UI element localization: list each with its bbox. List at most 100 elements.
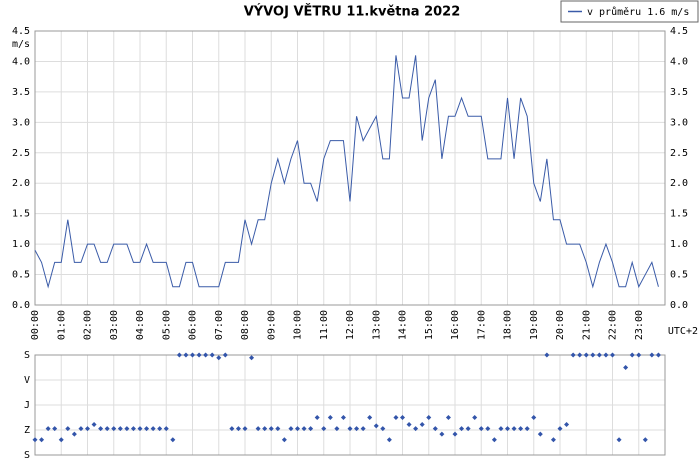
point bbox=[268, 426, 274, 432]
point bbox=[235, 426, 241, 432]
x-tick-label: 18:00 bbox=[503, 310, 514, 340]
point bbox=[301, 426, 307, 432]
x-tick-label: 19:00 bbox=[529, 310, 540, 340]
point bbox=[203, 352, 209, 358]
point bbox=[65, 426, 71, 432]
y-tick-label: V bbox=[24, 375, 30, 386]
x-tick-label: 11:00 bbox=[319, 310, 330, 340]
y-tick-label: 0.0 bbox=[670, 300, 688, 311]
point bbox=[209, 352, 215, 358]
y-tick-label: 4.0 bbox=[670, 56, 688, 67]
point bbox=[295, 426, 300, 432]
point bbox=[400, 415, 405, 420]
point bbox=[590, 352, 596, 358]
point bbox=[393, 415, 399, 420]
point bbox=[426, 415, 432, 420]
point bbox=[518, 426, 524, 432]
point bbox=[255, 426, 261, 432]
point bbox=[85, 426, 90, 432]
point bbox=[616, 437, 622, 443]
point bbox=[531, 415, 537, 420]
point bbox=[327, 415, 333, 420]
y-tick-label: 2.0 bbox=[670, 178, 688, 189]
point bbox=[58, 437, 64, 443]
y-tick-label: 1.0 bbox=[670, 239, 688, 250]
point bbox=[71, 431, 77, 437]
point bbox=[190, 352, 195, 358]
point bbox=[498, 426, 504, 432]
y-tick-label: 0.5 bbox=[670, 270, 688, 281]
point bbox=[491, 437, 497, 443]
legend-box bbox=[560, 0, 699, 23]
point bbox=[655, 352, 661, 358]
point bbox=[288, 426, 294, 432]
point bbox=[432, 426, 438, 432]
point bbox=[603, 352, 609, 358]
point bbox=[360, 426, 366, 432]
y-tick-label: 3.0 bbox=[12, 117, 30, 128]
point bbox=[452, 431, 458, 437]
point bbox=[340, 415, 346, 420]
point bbox=[623, 365, 629, 370]
point bbox=[596, 352, 602, 358]
point bbox=[144, 426, 150, 432]
x-tick-label: 07:00 bbox=[214, 310, 225, 340]
point bbox=[406, 421, 412, 427]
y-tick-label: S bbox=[24, 350, 30, 361]
point bbox=[52, 426, 58, 432]
point bbox=[465, 426, 471, 432]
plot-frame bbox=[34, 30, 666, 306]
y-tick-label: 3.5 bbox=[670, 87, 688, 98]
y-tick-label: J bbox=[24, 400, 30, 411]
y-tick-label: 4.5 bbox=[12, 26, 30, 37]
x-tick-label: 02:00 bbox=[83, 310, 94, 340]
point bbox=[537, 431, 543, 437]
x-tick-label: 09:00 bbox=[266, 310, 277, 340]
line-series bbox=[34, 55, 659, 289]
x-tick-label: 21:00 bbox=[581, 310, 592, 340]
x-tick-label: 14:00 bbox=[398, 310, 409, 340]
x-tick-label: 01:00 bbox=[56, 310, 67, 340]
point bbox=[170, 437, 176, 443]
y-tick-label: 1.0 bbox=[12, 239, 30, 250]
y-tick-label: 0.0 bbox=[12, 300, 30, 311]
point bbox=[505, 426, 510, 432]
point bbox=[347, 426, 353, 432]
point bbox=[564, 421, 570, 427]
y-axis-label: m/s bbox=[12, 39, 30, 50]
point bbox=[157, 426, 163, 432]
point bbox=[544, 352, 550, 358]
point bbox=[137, 426, 143, 432]
point bbox=[485, 426, 491, 432]
x-tick-label: 12:00 bbox=[345, 310, 356, 340]
y-tick-label: 2.5 bbox=[12, 148, 30, 159]
point bbox=[334, 426, 340, 432]
point bbox=[308, 426, 314, 432]
point bbox=[111, 426, 117, 432]
y-tick-label: Z bbox=[24, 425, 30, 436]
x-tick-label: 22:00 bbox=[608, 310, 619, 340]
x-axis-label: UTC+2 bbox=[668, 326, 698, 337]
point bbox=[380, 426, 386, 432]
point bbox=[32, 437, 38, 443]
point bbox=[98, 426, 104, 432]
point bbox=[196, 352, 202, 358]
x-tick-label: 05:00 bbox=[161, 310, 172, 340]
point bbox=[104, 426, 110, 432]
point bbox=[163, 426, 169, 432]
point bbox=[445, 415, 451, 420]
y-tick-label: 1.5 bbox=[12, 209, 30, 220]
point bbox=[386, 437, 392, 443]
point bbox=[183, 352, 189, 358]
point bbox=[649, 352, 655, 358]
point bbox=[249, 355, 255, 361]
point bbox=[354, 426, 360, 432]
point bbox=[39, 437, 45, 443]
y-tick-label: 4.0 bbox=[12, 56, 30, 67]
point bbox=[636, 352, 642, 358]
point bbox=[281, 437, 287, 443]
point bbox=[472, 415, 478, 420]
point bbox=[524, 426, 530, 432]
point bbox=[439, 431, 445, 437]
